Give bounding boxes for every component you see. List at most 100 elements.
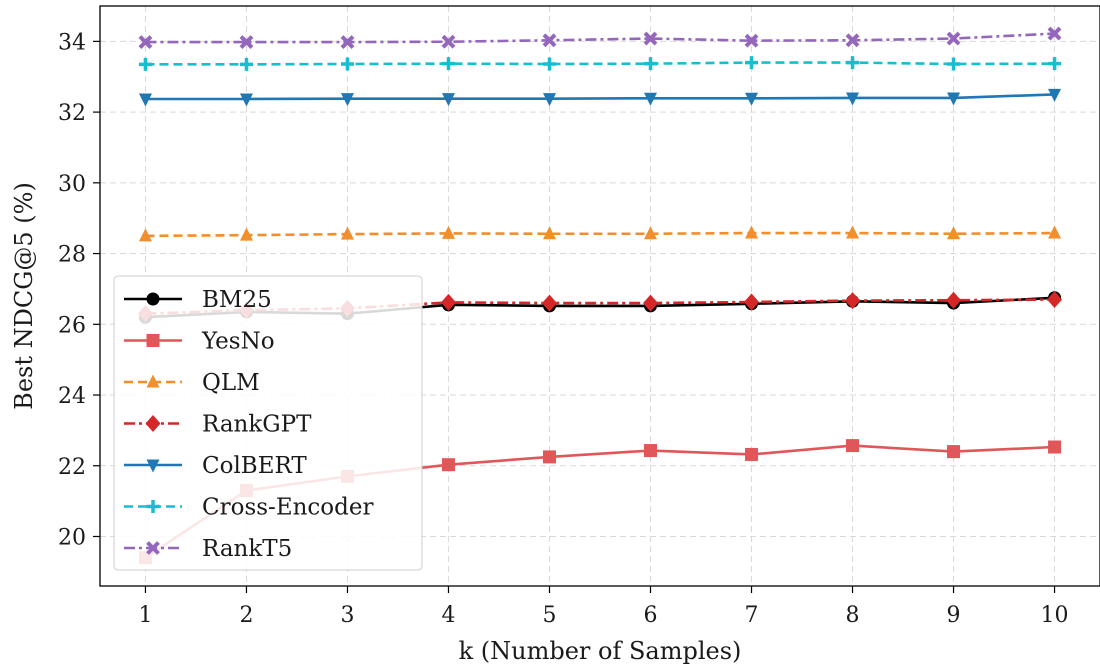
data-point-rankt5 xyxy=(845,33,860,48)
data-point-rankt5 xyxy=(542,33,557,48)
data-point-colbert xyxy=(441,93,455,107)
data-point-yesno xyxy=(542,450,556,464)
legend-item-rankgpt: RankGPT xyxy=(124,412,312,438)
data-point-colbert xyxy=(138,93,152,107)
data-point-colbert xyxy=(340,93,354,107)
data-point-rankt5 xyxy=(744,33,759,48)
legend-label-cross-encoder: Cross-Encoder xyxy=(202,495,373,521)
data-point-qlm xyxy=(846,225,860,239)
x-tick-label: 9 xyxy=(947,603,961,628)
data-point-qlm xyxy=(542,226,556,240)
plot-frame xyxy=(99,5,1100,587)
y-tick-label: 24 xyxy=(58,384,86,409)
data-point-qlm xyxy=(947,226,961,240)
y-axis-label: Best NDCG@5 (%) xyxy=(10,182,38,410)
data-point-rankgpt xyxy=(744,293,760,311)
x-tick-label: 2 xyxy=(239,603,253,628)
data-point-cross-encoder xyxy=(1048,57,1062,71)
data-point-cross-encoder xyxy=(441,57,455,71)
data-point-rankt5 xyxy=(946,31,961,46)
legend-box xyxy=(113,275,423,571)
data-point-rankt5 xyxy=(340,35,355,49)
data-point-colbert xyxy=(644,92,658,106)
legend-label-rankt5: RankT5 xyxy=(202,536,292,562)
series-cross-encoder xyxy=(138,56,1062,71)
data-point-cross-encoder xyxy=(239,57,253,71)
data-point-qlm xyxy=(340,226,354,240)
legend-item-colbert: ColBERT xyxy=(124,453,307,479)
x-axis-label: k (Number of Samples) xyxy=(459,637,742,665)
x-tick-label: 1 xyxy=(138,603,152,628)
data-point-rankt5 xyxy=(441,34,456,49)
data-point-yesno xyxy=(846,439,860,453)
data-point-colbert xyxy=(239,93,253,107)
data-point-qlm xyxy=(1048,225,1062,239)
legend-marker-rankt5 xyxy=(146,541,160,555)
legend: BM25 YesNo QLM RankGPT ColBERT Cross-Encoder R… xyxy=(113,275,423,571)
data-point-rankgpt xyxy=(643,294,659,312)
data-point-colbert xyxy=(542,93,556,107)
legend-item-bm25: BM25 xyxy=(124,287,272,313)
series-line-qlm xyxy=(145,231,1055,238)
series-rankt5 xyxy=(138,26,1062,49)
legend-label-yesno: YesNo xyxy=(201,329,275,355)
y-tick-label: 30 xyxy=(58,172,86,197)
data-point-rankgpt xyxy=(1047,291,1063,309)
legend-label-bm25: BM25 xyxy=(202,287,272,313)
data-point-rankgpt xyxy=(440,293,456,311)
data-point-cross-encoder xyxy=(542,57,556,71)
data-point-qlm xyxy=(138,228,152,242)
data-point-yesno xyxy=(745,447,759,461)
legend-item-rankt5: RankT5 xyxy=(124,536,292,562)
legend-marker-cross-encoder xyxy=(146,500,160,513)
data-point-cross-encoder xyxy=(947,57,961,71)
legend-marker-rankgpt xyxy=(145,415,161,432)
data-point-qlm xyxy=(441,225,455,239)
data-point-rankt5 xyxy=(643,31,658,46)
data-point-rankt5 xyxy=(239,35,254,49)
y-tick-label: 34 xyxy=(58,30,86,55)
x-tick-label: 4 xyxy=(441,603,455,628)
data-point-cross-encoder xyxy=(745,56,759,70)
data-point-yesno xyxy=(1048,440,1062,454)
y-tick-label: 26 xyxy=(58,313,86,338)
series-qlm xyxy=(138,225,1062,242)
data-point-yesno xyxy=(644,444,658,458)
y-tick-label: 22 xyxy=(58,455,86,480)
data-point-qlm xyxy=(644,226,658,240)
data-point-colbert xyxy=(947,92,961,106)
series-line-colbert xyxy=(145,93,1055,101)
legend-marker-yesno xyxy=(146,334,160,347)
legend-item-yesno: YesNo xyxy=(124,329,275,355)
x-tick-label: 7 xyxy=(745,603,759,628)
data-point-rankgpt xyxy=(541,294,557,312)
x-tick-label: 6 xyxy=(644,603,658,628)
legend-label-rankgpt: RankGPT xyxy=(202,412,312,438)
data-point-cross-encoder xyxy=(846,56,860,70)
x-tick-label: 10 xyxy=(1041,603,1069,628)
legend-item-qlm: QLM xyxy=(124,370,260,396)
y-tick-label: 20 xyxy=(58,525,86,550)
y-tick-label: 28 xyxy=(58,243,86,268)
data-point-yesno xyxy=(947,445,961,459)
series-line-rankgpt xyxy=(145,298,1055,315)
data-point-yesno xyxy=(441,458,455,472)
x-tick-label: 5 xyxy=(542,603,556,628)
series-layer xyxy=(137,26,1063,565)
x-tick-label: 8 xyxy=(846,603,860,628)
legend-label-qlm: QLM xyxy=(202,370,260,396)
data-point-cross-encoder xyxy=(644,57,658,71)
series-colbert xyxy=(138,88,1062,107)
legend-item-cross-encoder: Cross-Encoder xyxy=(124,495,373,521)
data-point-rankgpt xyxy=(845,292,861,310)
data-point-rankt5 xyxy=(138,35,153,49)
x-tick-label: 3 xyxy=(340,603,354,628)
data-point-rankgpt xyxy=(946,291,962,309)
data-point-qlm xyxy=(745,225,759,239)
series-line-rankt5 xyxy=(145,32,1055,44)
legend-label-colbert: ColBERT xyxy=(202,453,307,479)
data-point-colbert xyxy=(846,92,860,106)
data-point-cross-encoder xyxy=(138,57,152,71)
data-point-colbert xyxy=(745,92,759,106)
